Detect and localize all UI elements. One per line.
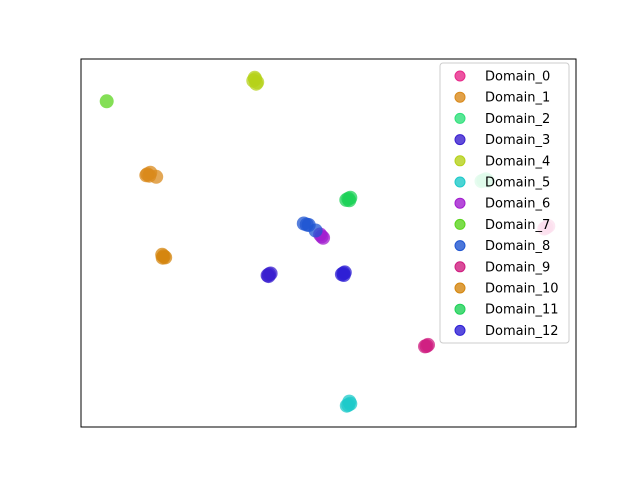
legend-marker xyxy=(454,261,466,273)
legend-entry-domain-3: Domain_3 xyxy=(454,133,550,148)
legend-marker xyxy=(454,112,466,124)
legend-label: Domain_5 xyxy=(485,176,550,191)
legend-entry-domain-7: Domain_7 xyxy=(454,218,550,233)
scatter-point-domain-8-3 xyxy=(308,223,323,238)
scatter-point-domain-7-0 xyxy=(99,94,114,109)
legend-marker xyxy=(454,324,466,336)
legend-label: Domain_4 xyxy=(485,154,550,169)
legend-label: Domain_11 xyxy=(485,303,559,318)
scatter-point-domain-4-4 xyxy=(249,76,264,91)
legend-entry-domain-5: Domain_5 xyxy=(454,176,550,191)
legend-label: Domain_10 xyxy=(485,282,559,297)
legend-label: Domain_12 xyxy=(485,324,559,339)
legend-entry-domain-0: Domain_0 xyxy=(454,70,550,85)
legend-entry-domain-9: Domain_9 xyxy=(454,260,550,275)
legend-entry-domain-12: Domain_12 xyxy=(454,324,559,339)
legend-marker xyxy=(454,134,466,146)
scatter-point-domain-9-2 xyxy=(418,339,432,354)
legend-entry-domain-11: Domain_11 xyxy=(454,303,559,318)
legend-label: Domain_9 xyxy=(485,260,550,275)
legend-entry-domain-10: Domain_10 xyxy=(454,282,559,297)
legend-marker xyxy=(454,176,466,188)
scatter-point-domain-5-3 xyxy=(342,394,357,409)
legend-label: Domain_7 xyxy=(485,218,550,233)
legend-marker xyxy=(454,218,466,230)
legend-entry-domain-6: Domain_6 xyxy=(454,197,550,212)
scatter-point-domain-12-3 xyxy=(336,268,351,282)
legend-marker xyxy=(454,303,466,315)
legend-entry-domain-1: Domain_1 xyxy=(454,91,550,106)
legend-marker xyxy=(454,282,466,294)
legend-entry-domain-2: Domain_2 xyxy=(454,112,550,127)
legend-marker xyxy=(454,91,466,103)
legend-label: Domain_2 xyxy=(485,112,550,127)
scatter-point-domain-11-3 xyxy=(342,193,357,208)
legend-label: Domain_8 xyxy=(485,239,550,254)
legend-marker xyxy=(454,155,466,167)
legend-label: Domain_0 xyxy=(485,70,550,85)
legend-entry-domain-4: Domain_4 xyxy=(454,154,550,169)
scatter-point-domain-1-4 xyxy=(139,168,154,183)
legend-marker xyxy=(454,240,466,252)
legend-entries: Domain_0 Domain_1 Domain_2 Domain_3 Domain_4… xyxy=(454,70,559,339)
legend-label: Domain_6 xyxy=(485,197,550,212)
legend-label: Domain_1 xyxy=(485,91,550,106)
scatter-point-domain-10-3 xyxy=(155,250,170,265)
legend-marker xyxy=(454,70,466,82)
legend-label: Domain_3 xyxy=(485,133,550,148)
legend-marker xyxy=(454,197,466,209)
scatter-point-domain-3-3 xyxy=(261,269,276,284)
legend-box xyxy=(439,62,570,344)
legend-entry-domain-8: Domain_8 xyxy=(454,239,550,254)
legend: Domain_0 Domain_1 Domain_2 Domain_3 Domain_4… xyxy=(439,62,570,344)
